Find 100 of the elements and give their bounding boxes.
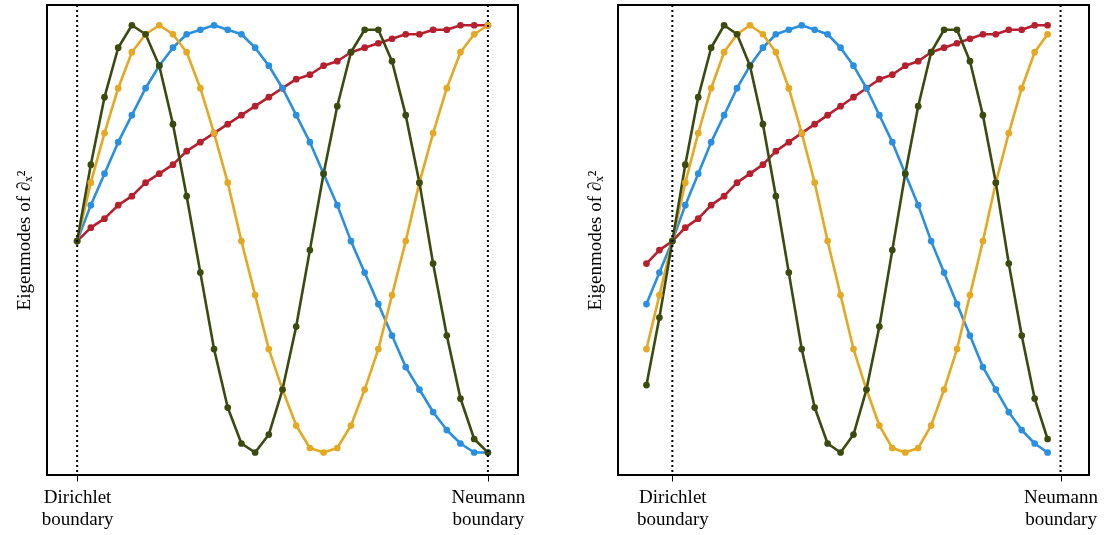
point	[416, 386, 423, 393]
point	[759, 44, 767, 52]
point	[1044, 435, 1051, 443]
point	[746, 170, 754, 178]
point	[979, 111, 987, 119]
point	[320, 62, 327, 70]
point	[443, 426, 451, 434]
point	[811, 179, 819, 186]
point	[694, 215, 702, 222]
point	[470, 30, 478, 38]
point	[992, 386, 1000, 393]
point	[374, 300, 382, 308]
point	[183, 147, 191, 155]
point	[265, 431, 273, 438]
point	[457, 48, 464, 56]
point	[196, 269, 204, 276]
point	[114, 84, 122, 92]
point	[824, 111, 831, 119]
point	[720, 21, 728, 29]
point	[429, 408, 437, 416]
point	[979, 30, 987, 38]
point	[811, 26, 819, 34]
point	[306, 246, 314, 254]
point	[1018, 426, 1026, 434]
point	[707, 84, 715, 92]
point	[927, 422, 935, 429]
y-axis-title: Eigenmodes of ∂ₓ²	[12, 170, 34, 311]
point	[824, 237, 831, 245]
point	[265, 345, 273, 353]
point	[128, 111, 136, 119]
point	[251, 291, 259, 299]
point	[707, 44, 715, 52]
point	[824, 440, 831, 447]
point	[837, 44, 844, 52]
point	[361, 26, 369, 34]
point	[772, 48, 780, 56]
x-tick-label: Neumann boundary	[1024, 485, 1099, 529]
point	[811, 404, 819, 411]
point	[720, 111, 728, 119]
point	[888, 71, 896, 79]
point	[142, 179, 149, 186]
point	[656, 246, 663, 254]
point	[940, 44, 948, 52]
point	[1018, 84, 1026, 92]
point	[333, 201, 341, 209]
x-tick-label: Neumann boundary	[451, 485, 526, 529]
point	[772, 147, 780, 155]
point	[238, 30, 245, 38]
point	[306, 444, 314, 452]
x-tick-label: Dirichlet boundary	[41, 485, 114, 529]
point	[979, 363, 987, 371]
point	[759, 120, 767, 128]
point	[388, 291, 396, 299]
point	[940, 386, 948, 393]
point	[416, 30, 423, 38]
point	[142, 84, 149, 92]
point	[210, 21, 218, 29]
point	[169, 44, 177, 52]
point	[850, 93, 857, 101]
point	[1031, 395, 1039, 402]
point	[966, 35, 974, 43]
point	[114, 44, 122, 52]
point	[347, 422, 355, 429]
point	[914, 57, 922, 65]
point	[888, 444, 896, 452]
point	[333, 444, 341, 452]
point	[656, 314, 663, 321]
point	[953, 39, 961, 47]
point	[443, 332, 451, 339]
point	[224, 404, 232, 411]
point	[694, 170, 702, 178]
point	[1005, 408, 1013, 416]
point	[402, 363, 410, 371]
point	[681, 161, 689, 169]
point	[888, 246, 896, 254]
point	[1031, 21, 1039, 29]
y-axis-title: Eigenmodes of ∂ₓ²	[583, 170, 605, 311]
point	[128, 48, 136, 56]
point	[1031, 48, 1039, 56]
point	[876, 422, 883, 429]
point	[1044, 30, 1051, 38]
point	[798, 345, 806, 353]
point	[785, 138, 793, 146]
point	[374, 345, 382, 353]
point	[785, 26, 793, 34]
point	[914, 444, 922, 452]
point	[238, 111, 245, 119]
point	[643, 381, 650, 389]
point	[681, 201, 689, 209]
point	[292, 111, 300, 119]
point	[1005, 26, 1013, 34]
point	[914, 102, 922, 110]
point	[196, 84, 204, 92]
point	[643, 300, 650, 308]
point	[1031, 440, 1039, 447]
point	[966, 332, 974, 339]
point	[429, 26, 437, 34]
point	[251, 449, 259, 456]
point	[210, 345, 218, 353]
point	[347, 237, 355, 245]
